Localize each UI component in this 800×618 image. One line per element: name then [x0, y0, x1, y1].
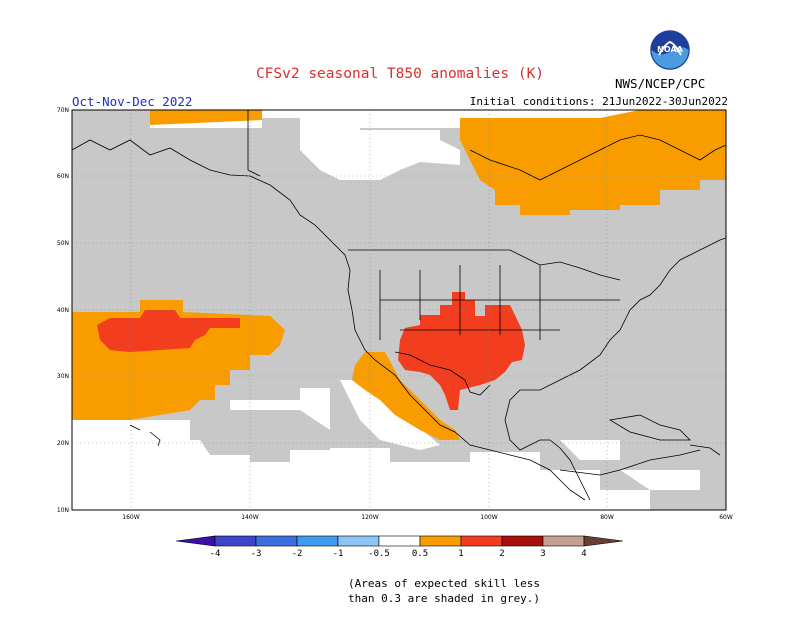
graticule — [72, 110, 726, 510]
colorbar-m2-m1 — [296, 535, 339, 547]
colorbar-tick: -4 — [210, 549, 221, 559]
lat-label: 30N — [57, 373, 69, 380]
lat-label: 10N — [57, 507, 69, 514]
lon-label: 140W — [241, 514, 258, 521]
colorbar-tick: 1 — [458, 549, 463, 559]
lon-label: 80W — [600, 514, 614, 521]
coastlines — [72, 110, 726, 501]
agency-label: NWS/NCEP/CPC — [615, 76, 706, 91]
colorbar-tick: 3 — [540, 549, 545, 559]
colorbar-tick: -1 — [333, 549, 344, 559]
colorbar-p1-p2 — [460, 535, 503, 547]
lat-label: 50N — [57, 240, 69, 247]
colorbar-tick: 2 — [499, 549, 504, 559]
noaa-logo-icon: NOAA — [650, 30, 690, 70]
map-title: CFSv2 seasonal T850 anomalies (K) — [255, 66, 545, 82]
svg-text:NOAA: NOAA — [657, 45, 683, 54]
colorbar-p3-p4 — [542, 535, 585, 547]
color-bar — [175, 535, 624, 547]
colorbar-neutral — [378, 535, 421, 547]
lat-label: 40N — [57, 307, 69, 314]
colorbar-p2-p3 — [501, 535, 544, 547]
lat-label: 70N — [57, 107, 69, 114]
anomaly-1-2-regions — [97, 292, 525, 410]
colorbar-tick: -0.5 — [368, 549, 390, 559]
lat-label: 20N — [57, 440, 69, 447]
footnote: (Areas of expected skill less than 0.3 a… — [348, 576, 540, 606]
initial-conditions-label: Initial conditions: 21Jun2022-30Jun2022 — [469, 95, 728, 108]
colorbar-p05-p1 — [419, 535, 462, 547]
colorbar-m4-m3 — [214, 535, 257, 547]
footnote-line: (Areas of expected skill less — [348, 577, 541, 590]
colorbar-tick: 0.5 — [412, 549, 428, 559]
colorbar-lt-m4 — [175, 535, 216, 547]
colorbar-m3-m2 — [255, 535, 298, 547]
lon-label: 160W — [122, 514, 139, 521]
season-label: Oct-Nov-Dec 2022 — [72, 94, 193, 109]
footnote-line: than 0.3 are shaded in grey.) — [348, 592, 541, 605]
lon-label: 100W — [480, 514, 497, 521]
colorbar-m1-m05 — [337, 535, 380, 547]
colorbar-tick: -2 — [292, 549, 303, 559]
colorbar-gt-p4 — [583, 535, 624, 547]
colorbar-tick: 4 — [581, 549, 586, 559]
lon-label: 60W — [719, 514, 733, 521]
lat-label: 60N — [57, 173, 69, 180]
lon-label: 120W — [361, 514, 378, 521]
map-frame — [71, 109, 727, 511]
colorbar-tick: -3 — [251, 549, 262, 559]
